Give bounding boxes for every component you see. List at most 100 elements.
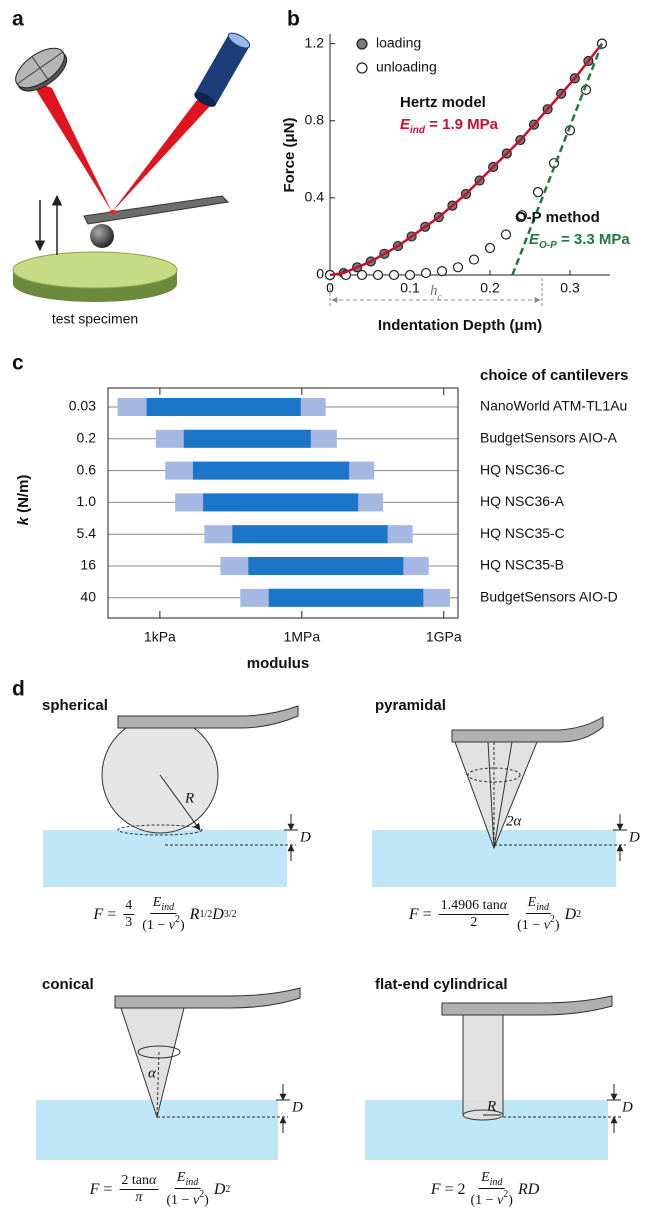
inner-range [269,589,424,607]
reflected-beam [30,80,112,212]
numerator: 4 [123,898,134,915]
fraction: Eind(1 − ν2) [515,895,561,934]
figure-canvas: a test specimen d spherical R D pyramida… [0,0,654,1213]
y-tick-label: 0.8 [305,111,325,127]
y-tick-label: 5.4 [77,525,97,541]
formula-text: ) [180,918,185,933]
data-point [358,271,367,280]
cantilever-label: NanoWorld ATM-TL1Au [480,398,627,414]
y-tick-label: 1.2 [305,34,325,50]
laser-beam [112,100,210,212]
formula-text: ) [508,1193,513,1208]
x-tick-label: 1kPa [144,629,176,645]
symbol: h [430,283,438,299]
formula-text: 4 [125,898,132,913]
formula-text: F [409,906,419,924]
diagram-title: spherical [42,697,108,714]
legend-label: unloading [376,59,437,75]
data-point [422,269,431,278]
data-point [374,271,383,280]
data-point [438,267,447,276]
cantilever-label: HQ NSC36-A [480,493,565,509]
cantilever-label: BudgetSensors AIO-D [480,589,618,605]
formula-text: RD [518,1181,539,1199]
denominator: (1 − ν2) [515,914,561,934]
formula-text: = [99,1181,116,1199]
fraction: Eind(1 − ν2) [164,1170,210,1209]
figure: a test specimen d spherical R D pyramida… [0,0,654,1213]
formula-text: D [214,1181,226,1199]
formula-text: (1 − [517,918,544,933]
x-axis-label: modulus [247,655,310,672]
formula: F = 43Eind(1 − ν2)R1/2D3/2 [93,895,236,934]
x-tick-label: 1MPa [284,629,321,645]
numerator: Eind [526,895,551,914]
formula-text: = [103,906,120,924]
formula-text: 2 tan [121,1173,149,1188]
y-tick-label: 0.03 [69,398,96,414]
superscript: 2 [225,1184,230,1195]
subscript: O-P [539,240,557,251]
data-point [502,230,511,239]
data-point [470,255,479,264]
denominator: 2 [468,915,479,931]
diagram-title: pyramidal [375,697,446,714]
depth-label: D [621,1099,633,1115]
numerator: Eind [151,895,176,914]
y-axis-label: Force (μN) [281,117,298,192]
formula-text: E [177,1170,186,1185]
fraction: Eind(1 − ν2) [469,1170,515,1209]
formula-text: = 2 [440,1181,465,1199]
legend-marker [357,39,367,49]
subscript: ind [410,125,426,136]
panel-letter: b [287,8,300,31]
modulus-value: = 3.3 MPa [557,231,631,248]
cantilever [115,988,300,1008]
formula-text: ) [555,918,560,933]
cantilever-label: HQ NSC35-B [480,557,564,573]
formula: F = 2 tanαπEind(1 − ν2)D2 [90,1170,231,1209]
inner-range [203,493,358,511]
denominator: (1 − ν2) [140,914,186,934]
x-axis-label: Indentation Depth (μm) [378,317,542,334]
formula-text: 1.4906 tan [441,898,500,913]
formula-text: (1 − [166,1193,193,1208]
superscript: 2 [576,909,581,920]
y-axis-label: k (N/m) [15,475,32,526]
panel-letter: c [12,352,24,375]
cylinder-tip [463,1015,503,1115]
formula-text: D [212,906,224,924]
subscript: ind [161,902,174,913]
formula-text: α [500,898,507,913]
fit-label: Hertz model [400,94,486,111]
y-tick-label: 0.6 [77,461,97,477]
superscript: 1/2 [199,909,212,920]
data-point [390,271,399,280]
inner-range [232,525,387,543]
denominator: (1 − ν2) [164,1189,210,1209]
numerator: 1.4906 tanα [439,898,509,915]
numerator: Eind [479,1170,504,1189]
right-title: choice of cantilevers [480,367,628,384]
numerator: Eind [175,1170,200,1189]
denominator: 3 [123,915,134,931]
inner-range [147,398,301,416]
inner-range [248,557,403,575]
panel-letter: a [12,8,24,31]
y-tick-label: 0.4 [305,189,325,205]
fit-modulus: EO-P = 3.3 MPa [529,231,630,251]
inner-range [193,462,349,480]
x-tick-label: 0.3 [560,280,580,296]
diagram-title: flat-end cylindrical [375,976,508,993]
laser [192,30,252,110]
formula-text: π [135,1190,142,1205]
formula-text: F [93,906,103,924]
cantilever-label: HQ NSC36-C [480,461,565,477]
formula-text: ) [204,1193,209,1208]
subscript: ind [536,902,549,913]
y-tick-label: 40 [80,589,96,605]
